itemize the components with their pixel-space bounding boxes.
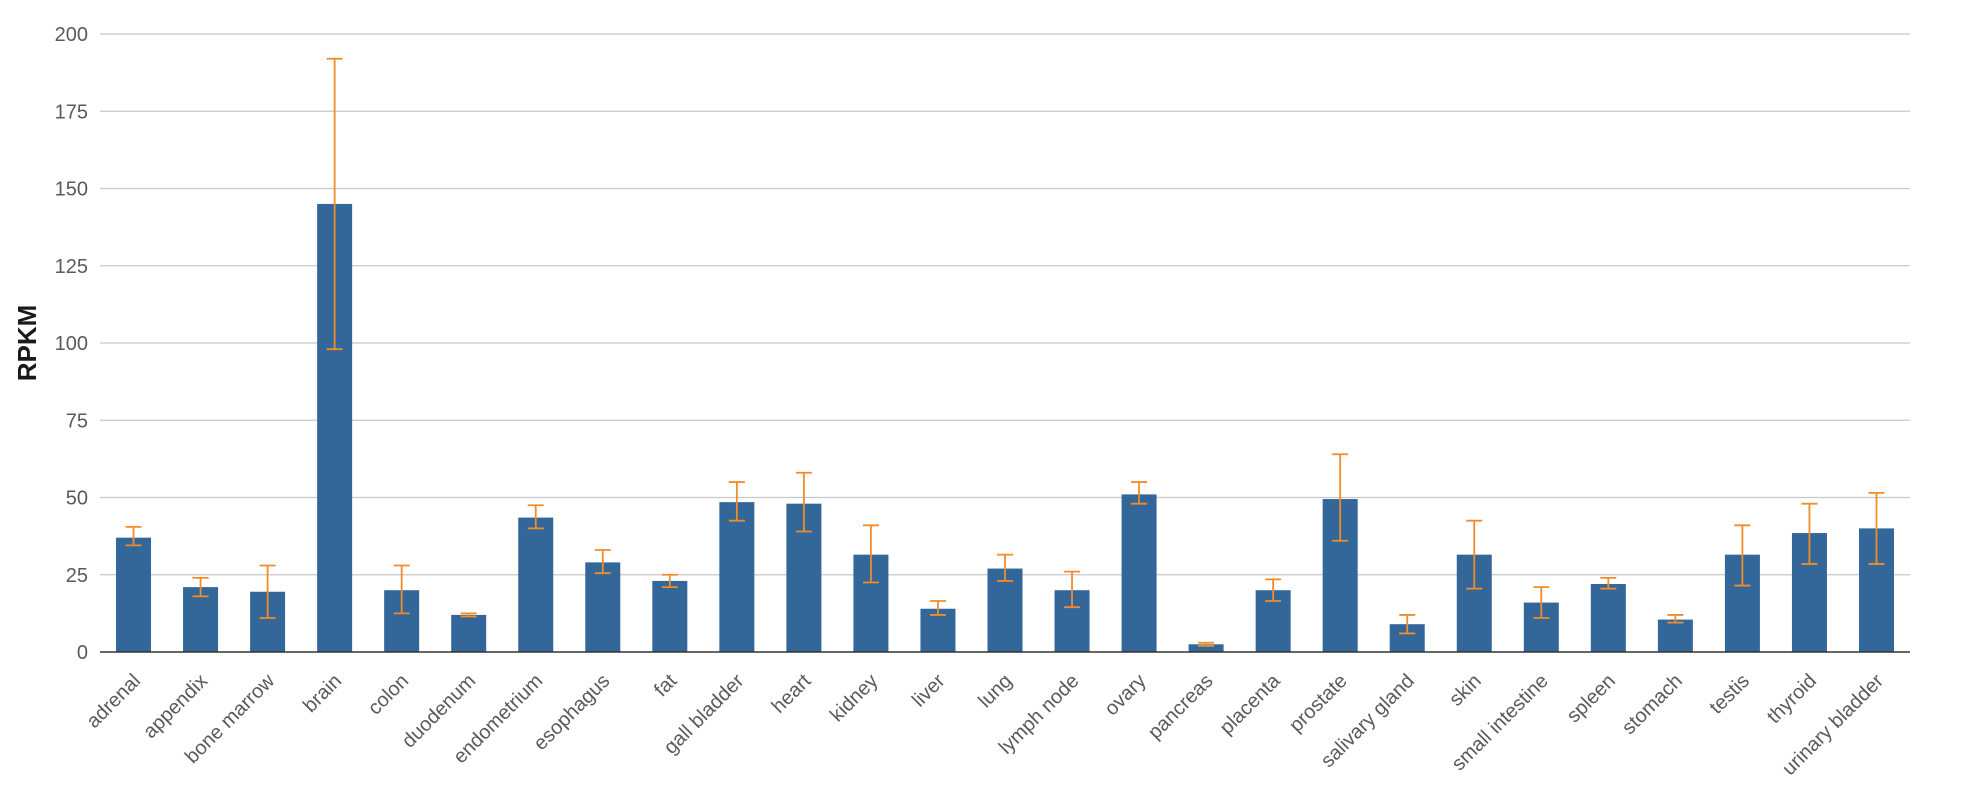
error-bar bbox=[1399, 614, 1416, 635]
y-tick-label: 125 bbox=[55, 256, 88, 278]
bar bbox=[719, 502, 755, 652]
x-tick-label: prostate bbox=[1285, 670, 1352, 737]
bar bbox=[116, 537, 152, 652]
error-bar bbox=[1466, 519, 1483, 590]
bar bbox=[1121, 494, 1157, 652]
y-tick-label: 200 bbox=[55, 24, 88, 46]
x-tick-label: stomach bbox=[1618, 670, 1687, 739]
y-tick-label: 0 bbox=[77, 642, 88, 664]
y-axis-label: RPKM bbox=[12, 305, 42, 382]
bar bbox=[451, 614, 487, 652]
error-bar bbox=[460, 612, 477, 618]
x-tick-label: kidney bbox=[826, 670, 882, 726]
error-bar bbox=[1332, 453, 1349, 542]
error-bar bbox=[125, 525, 142, 547]
x-tick-label: testis bbox=[1705, 670, 1754, 719]
y-tick-label: 25 bbox=[66, 565, 88, 587]
bar bbox=[518, 517, 554, 652]
error-bar bbox=[1198, 641, 1215, 647]
bar bbox=[920, 608, 956, 652]
x-tick-label: colon bbox=[364, 670, 413, 719]
x-tick-label: fat bbox=[650, 670, 682, 702]
y-tick-label: 75 bbox=[66, 410, 88, 432]
error-bar bbox=[1600, 576, 1617, 590]
error-bar bbox=[527, 504, 544, 530]
error-bar bbox=[326, 57, 343, 351]
error-bar bbox=[1131, 481, 1148, 505]
gridlines bbox=[100, 33, 1910, 576]
bar bbox=[987, 568, 1023, 652]
error-bar bbox=[594, 549, 611, 575]
error-bar bbox=[1265, 578, 1282, 602]
error-bar bbox=[1801, 502, 1818, 565]
x-tick-label: adrenal bbox=[82, 670, 145, 733]
bar bbox=[652, 580, 688, 652]
error-bar bbox=[393, 564, 410, 615]
bar bbox=[1188, 644, 1224, 652]
x-tick-label: spleen bbox=[1563, 670, 1620, 727]
x-tick-label: brain bbox=[299, 670, 346, 717]
error-bar bbox=[997, 553, 1013, 582]
y-tick-label: 100 bbox=[55, 333, 88, 355]
bars bbox=[116, 203, 1894, 652]
x-tick-label: placenta bbox=[1216, 669, 1286, 739]
error-bar bbox=[1533, 586, 1550, 619]
error-bar bbox=[1667, 614, 1684, 624]
y-axis-ticks: 0 25 50 75 100 125 150 175 200 bbox=[55, 24, 88, 664]
y-tick-label: 175 bbox=[55, 101, 88, 123]
error-bar bbox=[1064, 570, 1081, 609]
x-tick-label: thyroid bbox=[1763, 670, 1821, 728]
y-tick-label: 150 bbox=[55, 179, 88, 201]
error-bar bbox=[259, 564, 276, 619]
y-tick-label: 50 bbox=[66, 488, 88, 510]
error-bar bbox=[661, 573, 678, 589]
x-tick-label: skin bbox=[1445, 670, 1486, 711]
error-bar bbox=[862, 524, 879, 584]
x-tick-label: pancreas bbox=[1144, 670, 1218, 744]
bar bbox=[585, 562, 621, 652]
error-bar bbox=[929, 600, 946, 616]
error-bar bbox=[1734, 524, 1751, 587]
error-bars bbox=[125, 57, 1885, 647]
x-tick-label: liver bbox=[908, 670, 950, 712]
error-bar bbox=[795, 471, 812, 533]
x-tick-label: heart bbox=[768, 670, 816, 718]
bar bbox=[1657, 619, 1693, 652]
error-bar bbox=[728, 481, 745, 522]
x-tick-label: ovary bbox=[1100, 670, 1150, 720]
error-bar bbox=[192, 576, 209, 598]
error-bar bbox=[1868, 491, 1885, 565]
x-tick-label: lung bbox=[974, 670, 1016, 712]
bar bbox=[183, 587, 219, 652]
bar bbox=[1590, 584, 1626, 652]
